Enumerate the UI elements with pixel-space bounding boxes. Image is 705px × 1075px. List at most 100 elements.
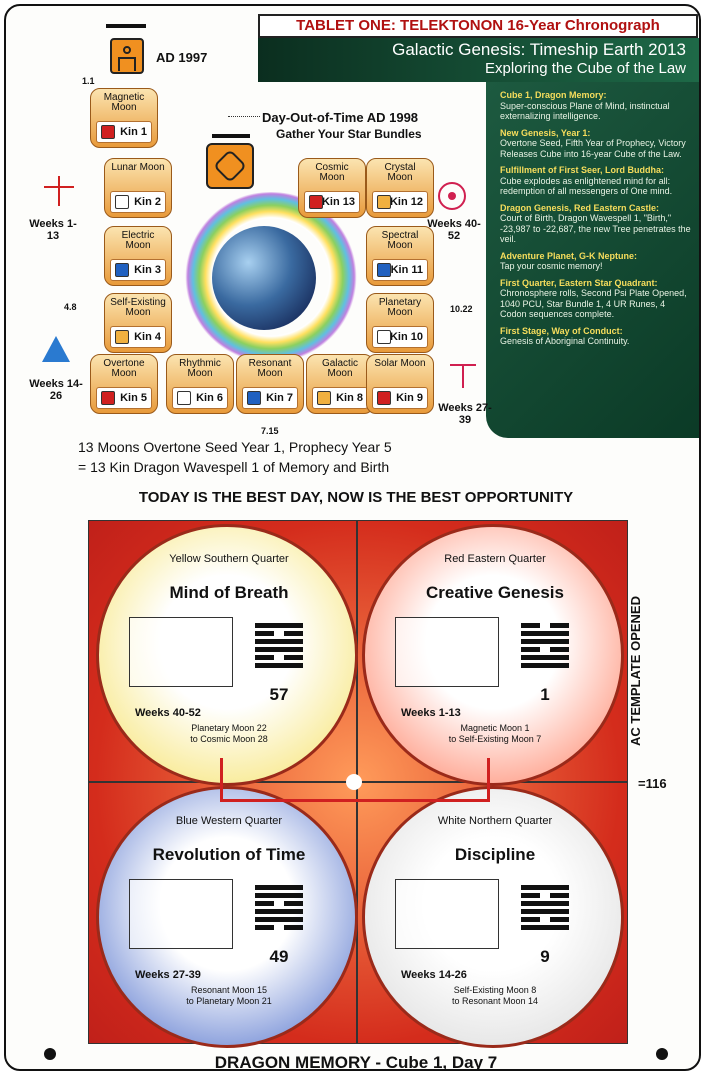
moon-name: Cosmic Moon bbox=[315, 162, 349, 183]
panel-body: Super-conscious Plane of Mind, instinctu… bbox=[500, 100, 670, 122]
moon-12: Crystal Moon Kin 12 bbox=[366, 158, 434, 218]
kin-board bbox=[395, 617, 499, 687]
panel-body: Tap your cosmic memory! bbox=[500, 261, 603, 271]
caption-line1: 13 Moons Overtone Seed Year 1, Prophecy … bbox=[78, 439, 392, 455]
kin-seal-icon bbox=[377, 263, 391, 277]
quarter-subtitle: White Northern Quarter bbox=[437, 815, 553, 827]
red-circle-icon bbox=[438, 182, 466, 210]
moon-name: Self-Existing Moon bbox=[110, 297, 166, 318]
panel-body: Chronosphere rolls, Second Psi Plate Ope… bbox=[500, 288, 687, 319]
kin-seal-icon bbox=[101, 125, 115, 139]
caption-line2: = 13 Kin Dragon Wavespell 1 of Memory an… bbox=[78, 459, 390, 475]
hexagram-icon bbox=[521, 885, 569, 933]
moon-13: Cosmic Moon Kin 13 bbox=[298, 158, 366, 218]
quarter-range-end: to Resonant Moon 14 bbox=[451, 996, 539, 1006]
kin-box: Kin 8 bbox=[312, 387, 368, 409]
kin-box: Kin 9 bbox=[372, 387, 428, 409]
moon-name: Spectral Moon bbox=[381, 230, 419, 251]
kin-box: Kin 2 bbox=[110, 191, 166, 213]
quarter-circle: Blue Western Quarter Revolution of Time 49… bbox=[96, 786, 358, 1048]
moon-name: Galactic Moon bbox=[321, 358, 359, 379]
panel-heading: Dragon Genesis, Red Eastern Castle: bbox=[500, 202, 660, 213]
kin-label: Kin 11 bbox=[390, 264, 423, 276]
panel-heading: Fulfillment of First Seer, Lord Buddha: bbox=[500, 165, 665, 175]
corner-marker: 1.1 bbox=[82, 76, 95, 86]
quarter-weeks: Weeks 40-52 bbox=[135, 707, 201, 719]
day-out-line2: Gather Your Star Bundles bbox=[276, 127, 422, 141]
dragon-seal-icon bbox=[110, 38, 144, 74]
quarter-circle: White Northern Quarter Discipline 9 Weeks 1… bbox=[362, 786, 624, 1048]
moon-2: Lunar Moon Kin 2 bbox=[104, 158, 172, 218]
moon-name: Electric Moon bbox=[121, 230, 155, 251]
bar-icon-2 bbox=[212, 134, 250, 138]
hole-left bbox=[44, 1048, 56, 1060]
footer-title: DRAGON MEMORY - Cube 1, Day 7 bbox=[214, 1053, 498, 1071]
marker-7-15: 7.15 bbox=[261, 426, 279, 436]
panel-body: Cube explodes as enlightened mind for al… bbox=[500, 175, 673, 197]
bar-icon bbox=[106, 24, 146, 28]
moon-7: Resonant Moon Kin 7 bbox=[236, 354, 304, 414]
kin-box: Kin 5 bbox=[96, 387, 152, 409]
day-out-line1: Day-Out-of-Time AD 1998 bbox=[262, 110, 419, 125]
panel-body: Overtone Seed, Fifth Year of Prophecy, V… bbox=[500, 138, 686, 159]
quarter-weeks: Weeks 14-26 bbox=[401, 969, 467, 981]
moon-11: Spectral Moon Kin 11 bbox=[366, 226, 434, 286]
header-banner: Galactic Genesis: Timeship Earth 2013 Ex… bbox=[258, 38, 699, 82]
panel-section: New Genesis, Year 1: Overtone Seed, Fifth… bbox=[500, 128, 694, 160]
panel-body: Genesis of Aboriginal Continuity. bbox=[500, 336, 630, 346]
kin-seal-icon bbox=[177, 391, 191, 405]
quarter-title: Creative Genesis bbox=[426, 583, 564, 602]
moon-name: Solar Moon bbox=[374, 358, 426, 369]
panel-section: Cube 1, Dragon Memory: Super-conscious Pl… bbox=[500, 90, 694, 122]
quarter-range-start: Planetary Moon 22 bbox=[191, 723, 267, 733]
quarter-range-end: to Planetary Moon 21 bbox=[186, 996, 272, 1006]
moon-4: Self-Existing Moon Kin 4 bbox=[104, 293, 172, 353]
kin-label: Kin 4 bbox=[134, 331, 161, 343]
kin-seal-icon bbox=[309, 195, 323, 209]
hexagram-icon bbox=[521, 623, 569, 671]
moon-name: Planetary Moon bbox=[378, 297, 422, 318]
panel-heading: First Quarter, Eastern Star Quadrant: bbox=[500, 277, 658, 288]
kin-box: Kin 3 bbox=[110, 259, 166, 281]
red-t-icon-v bbox=[462, 364, 464, 388]
kin-label: Kin 1 bbox=[120, 126, 147, 138]
moon-1: Magnetic Moon Kin 1 bbox=[90, 88, 158, 148]
kin-label: Kin 12 bbox=[389, 196, 423, 208]
day-out-pointer bbox=[228, 116, 260, 117]
kin-box: Kin 12 bbox=[372, 191, 428, 213]
hexagram-number: 49 bbox=[269, 947, 289, 966]
quarter-weeks: Weeks 1-13 bbox=[401, 707, 461, 719]
quarter-title: Discipline bbox=[454, 845, 536, 864]
hexagram-number: 1 bbox=[540, 685, 550, 704]
kin-seal-icon bbox=[115, 195, 129, 209]
panel-heading: New Genesis, Year 1: bbox=[500, 127, 591, 138]
quarter-subtitle: Red Eastern Quarter bbox=[444, 553, 546, 565]
quarter-range-end: to Self-Existing Moon 7 bbox=[448, 734, 542, 744]
panel-heading: Adventure Planet, G-K Neptune: bbox=[500, 250, 638, 261]
kin-box: Kin 1 bbox=[96, 121, 152, 143]
kin-board bbox=[129, 879, 233, 949]
quarter-range-end: to Cosmic Moon 28 bbox=[190, 734, 268, 744]
kin-seal-icon bbox=[377, 195, 391, 209]
kin-seal-icon bbox=[247, 391, 261, 405]
connecting-arrow bbox=[220, 758, 490, 802]
star-seal-icon bbox=[206, 143, 254, 189]
quarter-subtitle: Yellow Southern Quarter bbox=[169, 553, 289, 565]
quarter-range-start: Resonant Moon 15 bbox=[190, 985, 268, 995]
side-value: =116 bbox=[638, 776, 667, 791]
quarter-circle: Yellow Southern Quarter Mind of Breath 57 W… bbox=[96, 524, 358, 786]
kin-seal-icon bbox=[101, 391, 115, 405]
marker-4-8: 4.8 bbox=[64, 302, 77, 312]
tablet-title: TABLET ONE: TELEKTONON 16-Year Chronogra… bbox=[258, 14, 698, 38]
kin-label: Kin 9 bbox=[396, 392, 423, 404]
moon-name: Rhythmic Moon bbox=[179, 358, 221, 379]
quarter-circle: Red Eastern Quarter Creative Genesis 1 Week… bbox=[362, 524, 624, 786]
panel-heading: First Stage, Way of Conduct: bbox=[500, 325, 623, 336]
kin-label: Kin 5 bbox=[120, 392, 147, 404]
hexagram-icon bbox=[255, 623, 303, 671]
weeks-1-13: Weeks 1-13 bbox=[29, 218, 77, 242]
weeks-40-52: Weeks 40-52 bbox=[427, 218, 481, 242]
kin-seal-icon bbox=[115, 263, 129, 277]
kin-label: Kin 7 bbox=[266, 392, 293, 404]
moon-9: Solar Moon Kin 9 bbox=[366, 354, 434, 414]
